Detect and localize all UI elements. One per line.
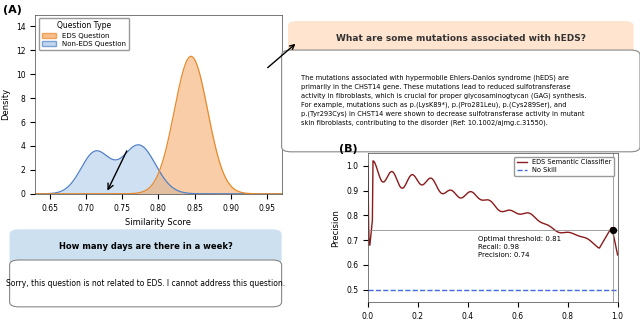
Text: (A): (A) bbox=[3, 5, 22, 15]
EDS Semantic Classifier bbox=[522, 211, 529, 215]
Text: Optimal threshold: 0.81
Recall: 0.98
Precision: 0.74: Optimal threshold: 0.81 Recall: 0.98 Pre… bbox=[478, 236, 561, 258]
Point bbox=[607, 228, 618, 233]
EDS Semantic Classifier bbox=[463, 191, 471, 195]
Line: EDS Semantic Classifier: EDS Semantic Classifier bbox=[368, 161, 618, 255]
EDS Semantic Classifier bbox=[369, 159, 377, 163]
Text: How many days are there in a week?: How many days are there in a week? bbox=[59, 242, 233, 251]
EDS Semantic Classifier bbox=[545, 224, 552, 227]
Y-axis label: Density: Density bbox=[1, 88, 10, 120]
EDS Semantic Classifier bbox=[395, 182, 403, 186]
Y-axis label: Precision: Precision bbox=[332, 209, 340, 247]
EDS Semantic Classifier bbox=[446, 188, 454, 192]
Text: What are some mutations associated with hEDS?: What are some mutations associated with … bbox=[336, 34, 586, 43]
Legend: EDS Question, Non-EDS Question: EDS Question, Non-EDS Question bbox=[38, 18, 129, 50]
EDS Semantic Classifier bbox=[546, 224, 554, 228]
EDS Semantic Classifier bbox=[364, 164, 372, 168]
Title: Precision-Recall curve (AP = 0.86): Precision-Recall curve (AP = 0.86) bbox=[421, 142, 564, 151]
Text: (B): (B) bbox=[339, 144, 358, 154]
X-axis label: Similarity Score: Similarity Score bbox=[125, 218, 191, 227]
Legend: EDS Semantic Classifier, No Skill: EDS Semantic Classifier, No Skill bbox=[514, 157, 614, 176]
Text: The mutations associated with hypermobile Ehlers-Danlos syndrome (hEDS) are
prim: The mutations associated with hypermobil… bbox=[301, 75, 586, 126]
EDS Semantic Classifier bbox=[614, 253, 621, 257]
Text: Sorry, this question is not related to EDS. I cannot address this question.: Sorry, this question is not related to E… bbox=[6, 279, 285, 288]
